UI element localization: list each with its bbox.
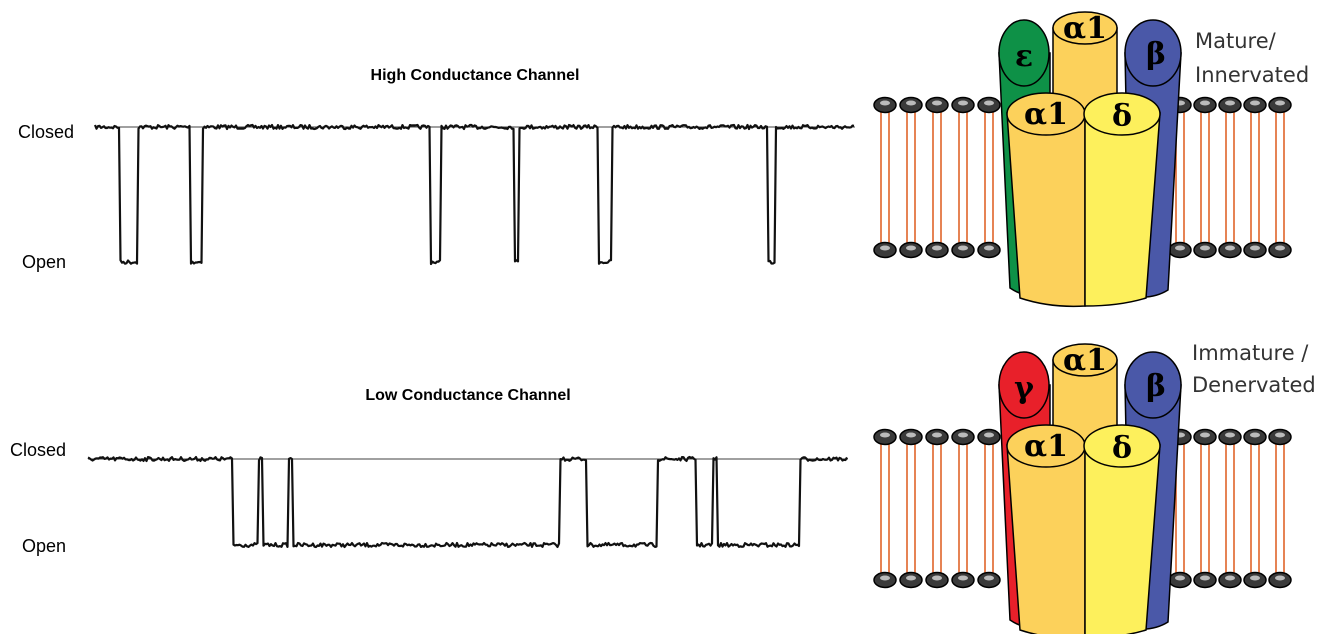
lipid-highlight [984,575,994,581]
subunit-front [1084,112,1161,307]
lipid-highlight [958,100,968,106]
current-trace [87,455,848,549]
subunit-label: α1 [1024,429,1068,464]
lipid-highlight [1225,575,1235,581]
lipid-highlight [1250,432,1260,438]
lipid-highlight [1200,100,1210,106]
subunit-label: β [1146,369,1166,404]
subunit-top [1052,343,1118,377]
lipid-highlight [1175,245,1185,251]
traces [87,123,855,549]
lipid-highlight [1200,245,1210,251]
subunit-top [1083,92,1161,136]
lipid-highlight [880,575,890,581]
lipid-highlight [958,432,968,438]
lipid-highlight [1250,245,1260,251]
membrane [873,428,1292,589]
subunit-label: α1 [1024,97,1068,132]
subunit-front [1084,444,1161,634]
subunit-top [1083,424,1161,468]
lipid-highlight [906,432,916,438]
subunit-front [1006,444,1086,634]
lipid-highlight [1225,432,1235,438]
panel-title: Low Conductance Channel [365,387,570,404]
subunit-label: ε [1015,39,1033,74]
lipid-highlight [1175,575,1185,581]
lipid-highlight [958,575,968,581]
subunit-label: δ [1112,99,1132,134]
lipid-highlight [932,432,942,438]
subunit-label: β [1146,37,1166,72]
closed-label: Closed [10,440,66,460]
lipid-highlight [880,432,890,438]
lipid-highlight [906,575,916,581]
subunit-top [1124,351,1182,419]
lipid-highlight [932,100,942,106]
current-trace [93,123,855,266]
subunit-top [1052,11,1118,45]
caption: Immature / [1192,341,1309,365]
caption: Denervated [1192,373,1316,397]
subunit-label: α1 [1063,343,1107,378]
receptor: γ α1 β α1 δ Immature / Denervated [998,341,1316,634]
subunit-label: α1 [1063,11,1107,46]
lipid-highlight [906,100,916,106]
receptor: ε α1 β α1 δ Mature/ Innervated [998,11,1309,308]
subunit-top [998,351,1050,419]
lipid-highlight [984,432,994,438]
subunit-top [998,19,1050,87]
lipid-highlight [1225,245,1235,251]
lipid-highlight [1250,100,1260,106]
membrane [873,96,1292,259]
lipid-highlight [1275,432,1285,438]
caption: Innervated [1195,63,1309,87]
lipid-highlight [932,245,942,251]
open-label: Open [22,536,66,556]
subunit-label: γ [1014,371,1034,406]
caption: Mature/ [1195,29,1277,53]
lipid-highlight [1200,575,1210,581]
subunit-top [1124,19,1182,87]
lipid-highlight [1275,100,1285,106]
subunit-front [1006,112,1086,308]
lipid-highlight [932,575,942,581]
lipid-highlight [1200,432,1210,438]
lipid-highlight [880,100,890,106]
lipid-highlight [958,245,968,251]
open-label: Open [22,252,66,272]
lipid-highlight [1250,575,1260,581]
lipid-highlight [984,245,994,251]
lipid-highlight [984,100,994,106]
subunit-label: δ [1112,431,1132,466]
lipid-highlight [1225,100,1235,106]
lipid-highlight [1275,245,1285,251]
panel-title: High Conductance Channel [371,67,580,84]
lipid-highlight [880,245,890,251]
lipid-highlight [1275,575,1285,581]
lipid-highlight [906,245,916,251]
closed-label: Closed [18,122,74,142]
